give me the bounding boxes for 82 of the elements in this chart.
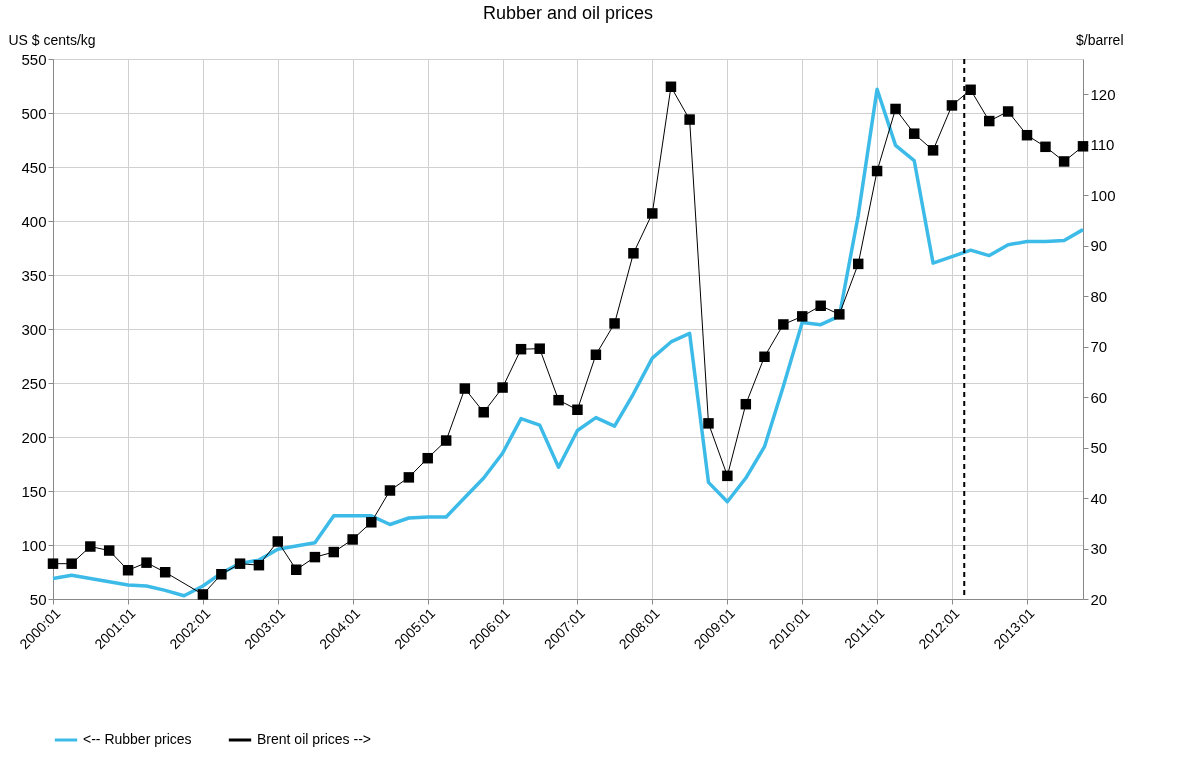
point [253, 559, 265, 571]
y-tick-label: 400 [21, 212, 47, 230]
point [1040, 141, 1051, 153]
y-axis-title: US $ cents/kg [8, 31, 96, 48]
y2-tick-label: 40 [1090, 489, 1108, 507]
y2-tick-label: 20 [1090, 590, 1108, 608]
point [534, 343, 545, 354]
point [665, 81, 677, 92]
y2-tick-label: 30 [1090, 540, 1108, 558]
y2-tick-label: 70 [1090, 338, 1108, 356]
point [965, 84, 976, 96]
point [890, 103, 901, 115]
y-tick-label: 150 [21, 482, 47, 500]
y2-axis-title: $/barrel [1076, 31, 1124, 48]
point [1077, 141, 1089, 152]
point [722, 470, 733, 482]
point [815, 300, 826, 312]
y-tick-label: 100 [21, 536, 47, 554]
point [740, 398, 752, 410]
point [871, 165, 883, 177]
point [796, 311, 808, 322]
y2-tick-label: 90 [1090, 237, 1108, 255]
y2-tick-label: 100 [1090, 186, 1116, 204]
point [309, 551, 321, 563]
y-tick-label: 450 [21, 158, 47, 176]
y-tick-label: 250 [21, 374, 47, 392]
point [553, 394, 564, 406]
y-tick-label: 500 [21, 104, 47, 122]
point [234, 558, 246, 569]
point [852, 258, 864, 270]
point [159, 567, 171, 578]
point [328, 546, 340, 558]
y-tick-label: 50 [29, 590, 47, 608]
legend-label: <-- Rubber prices [83, 731, 192, 747]
point [497, 382, 508, 393]
point [946, 100, 958, 111]
legend-label: Brent oil prices --> [257, 731, 371, 747]
point [366, 517, 377, 528]
point [403, 472, 415, 483]
point [1021, 129, 1033, 141]
point [927, 145, 939, 156]
point [684, 114, 695, 125]
point [515, 343, 527, 355]
y2-tick-label: 50 [1090, 439, 1108, 457]
point [703, 418, 714, 429]
y2-tick-label: 110 [1090, 136, 1115, 154]
y-tick-label: 200 [21, 428, 47, 446]
point [141, 557, 152, 568]
point [647, 208, 658, 219]
point [590, 349, 602, 360]
point [459, 383, 471, 394]
point [1002, 106, 1014, 117]
point [778, 319, 789, 330]
point [291, 564, 302, 575]
point [759, 351, 770, 362]
y2-tick-label: 80 [1090, 287, 1108, 305]
y-tick-label: 350 [21, 266, 47, 284]
point [272, 536, 284, 547]
point [1058, 156, 1070, 167]
point [85, 541, 96, 552]
point [422, 452, 433, 464]
point [347, 534, 358, 545]
point [66, 558, 77, 569]
point [834, 309, 845, 320]
point [440, 435, 452, 446]
y-tick-label: 550 [21, 50, 47, 68]
y2-tick-label: 60 [1090, 388, 1108, 406]
y-tick-label: 300 [21, 320, 47, 338]
point [47, 558, 59, 569]
point [628, 248, 639, 259]
point [609, 318, 620, 329]
point [984, 115, 995, 127]
point [908, 128, 920, 139]
point [384, 485, 396, 496]
y2-tick-label: 120 [1090, 85, 1116, 103]
point [572, 404, 583, 415]
point [197, 589, 209, 600]
point [103, 545, 115, 556]
point [478, 407, 489, 418]
point [122, 564, 134, 576]
chart-title: Rubber and oil prices [482, 3, 654, 23]
point [216, 569, 227, 580]
